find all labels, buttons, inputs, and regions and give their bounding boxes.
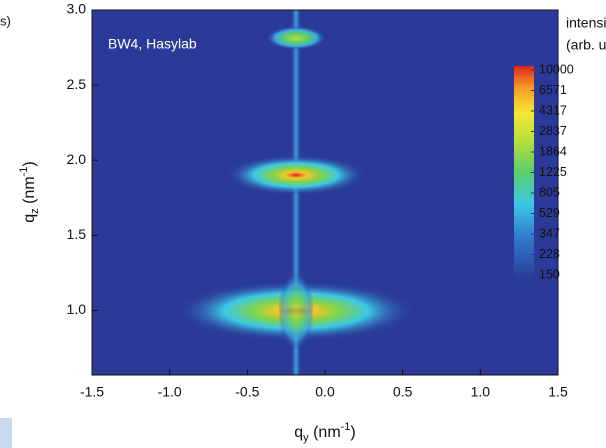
x-tick-label: 0.5 [393, 384, 413, 400]
y-tick-label: 3.0 [67, 1, 87, 17]
colorbar-tick-label: 805 [539, 185, 560, 199]
y-tick-label: 1.5 [67, 226, 87, 242]
x-tick-label: -1.5 [80, 384, 104, 400]
bragg-peak-rod [278, 271, 314, 351]
colorbar-title: (arb. units) [566, 37, 606, 53]
x-tick-label: 0.0 [315, 384, 335, 400]
annotation: BW4, Hasylab [108, 36, 197, 52]
colorbar-tick-label: 2837 [539, 124, 567, 138]
colorbar-tick-label: 1225 [539, 165, 567, 179]
x-label-part: q [294, 424, 303, 441]
x-axis-label: qy (nm-1) [294, 421, 356, 444]
colorbar-tick-label: 529 [539, 206, 560, 220]
colorbar-tick-label: 4317 [539, 103, 567, 117]
side-strip-gap [0, 0, 12, 418]
y-label-part: (nm [21, 176, 38, 208]
x-label-sup: -1 [341, 421, 351, 433]
colorbar-tick-label: 150 [539, 267, 560, 281]
x-label-sub: y [303, 432, 309, 444]
y-label-part: q [21, 214, 38, 223]
y-tick-label: 2.5 [67, 76, 87, 92]
colorbar-tick-label: 228 [539, 247, 560, 261]
x-tick-label: 1.0 [471, 384, 491, 400]
x-label-part: (nm [309, 424, 341, 441]
y-axis-label: qz (nm-1) [18, 161, 41, 223]
panel-label: s) [0, 13, 11, 28]
colorbar-tick-label: 1864 [539, 144, 567, 158]
y-label-part: ) [21, 161, 38, 166]
x-tick-label: -1.0 [158, 384, 182, 400]
y-tick-label: 1.0 [67, 301, 87, 317]
colorbar-tick-label: 6571 [539, 83, 567, 97]
y-tick-label: 2.0 [67, 151, 87, 167]
colorbar-tick-label: 347 [539, 226, 560, 240]
y-label-sup: -1 [18, 167, 30, 177]
bragg-peak [266, 26, 326, 50]
colorbar-tick-label: 10000 [539, 62, 574, 76]
x-tick-label: 1.5 [548, 384, 568, 400]
y-label-sub: z [29, 208, 41, 214]
heatmap: BW4, Hasylab [91, 9, 559, 376]
colorbar-title: intensity [566, 15, 606, 31]
colorbar [514, 66, 534, 278]
x-label-part: ) [350, 424, 355, 441]
bragg-peak [226, 155, 366, 195]
x-tick-label: -0.5 [235, 384, 259, 400]
